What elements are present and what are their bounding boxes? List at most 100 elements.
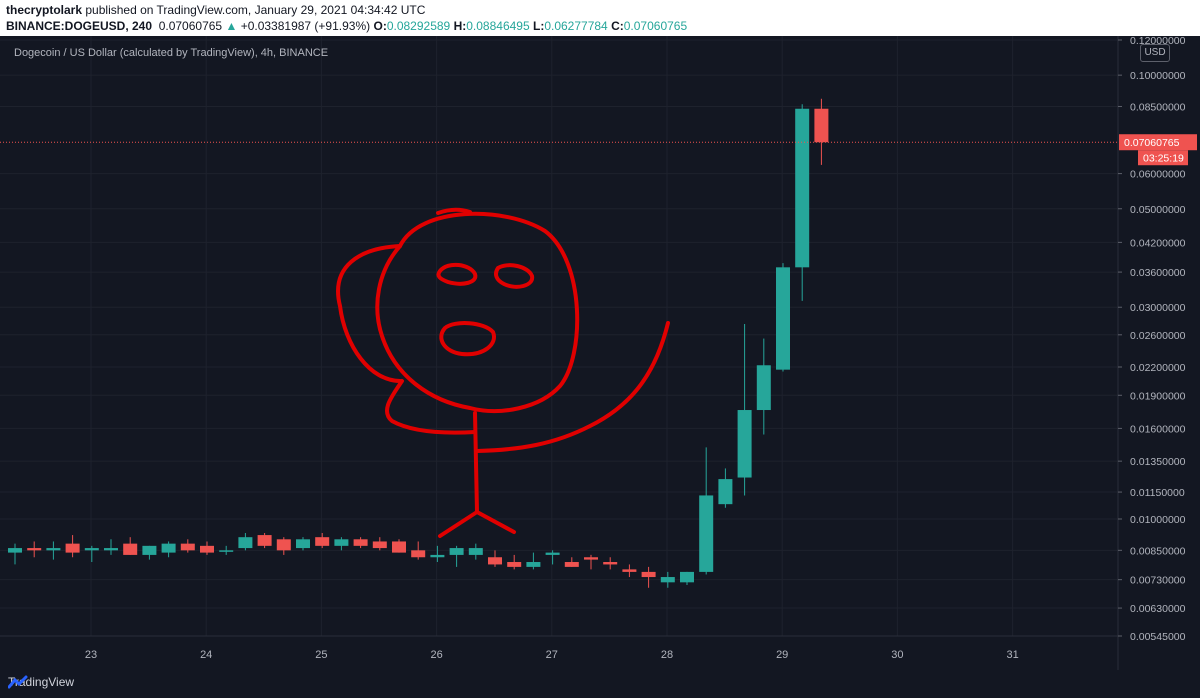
time-tick-label: 31	[1006, 649, 1018, 661]
candle	[699, 447, 714, 575]
candle-body	[603, 562, 618, 565]
candle-body	[641, 571, 656, 578]
price-tick-label: 0.08500000	[1130, 101, 1186, 113]
price-tick-label: 0.03600000	[1130, 267, 1186, 279]
time-tick-label: 25	[315, 649, 327, 661]
symbol-label: BINANCE:DOGEUSD, 240	[6, 19, 153, 33]
figure-right-arm	[475, 321, 670, 453]
tradingview-brand[interactable]: TradingView	[8, 675, 74, 689]
candle	[411, 541, 426, 560]
grid-lines	[0, 36, 1119, 670]
price-tick-label: 0.12000000	[1130, 36, 1186, 47]
candle	[104, 539, 118, 555]
publication-line: thecryptolark published on TradingView.c…	[6, 3, 425, 17]
candle	[680, 571, 694, 586]
candle	[737, 323, 752, 496]
candle	[200, 541, 214, 555]
candle	[756, 338, 771, 435]
candle	[65, 535, 80, 558]
candle	[488, 550, 502, 567]
candle	[142, 545, 157, 560]
candle	[814, 98, 829, 165]
candle-body	[180, 543, 195, 551]
candle-body	[238, 537, 253, 549]
price-tick-label: 0.00730000	[1130, 575, 1186, 587]
time-tick-label: 29	[776, 649, 788, 661]
last-price-text: 0.07060765	[1124, 137, 1180, 149]
price-change: +0.03381987 (+91.93%)	[240, 19, 371, 33]
candle-body	[276, 539, 291, 551]
candle-body	[200, 545, 214, 553]
candle-body	[718, 479, 733, 505]
candle-body	[353, 539, 368, 546]
candle	[584, 554, 598, 570]
candle-body	[8, 548, 22, 553]
candle	[8, 543, 22, 565]
candle-body	[776, 267, 790, 370]
time-tick-label: 30	[891, 649, 903, 661]
open-value: 0.08292589	[386, 19, 451, 33]
candle	[776, 263, 790, 372]
time-axis[interactable]: 23 24 25 26 27 28 29 30 31	[85, 649, 1019, 661]
candle	[315, 532, 330, 549]
candle-body	[257, 535, 272, 546]
chart-title: Dogecoin / US Dollar (calculated by Trad…	[14, 47, 329, 59]
candle-body	[488, 557, 502, 565]
figure-left-eye	[436, 262, 478, 286]
candle	[430, 545, 445, 563]
candle	[84, 545, 99, 563]
chart-area[interactable]: 0.12000000 0.10000000 0.08500000 0.06000000…	[0, 36, 1200, 670]
footer: TradingView	[0, 670, 1200, 698]
candle-body	[737, 410, 752, 478]
candle-body	[660, 577, 675, 583]
price-tick-label: 0.10000000	[1130, 70, 1186, 82]
candlestick-chart[interactable]: 0.12000000 0.10000000 0.08500000 0.06000000…	[0, 36, 1200, 670]
candle-body	[334, 539, 349, 546]
last-price: 0.07060765	[158, 19, 223, 33]
price-tick-label: 0.01900000	[1130, 390, 1186, 402]
candle-body	[449, 548, 464, 555]
price-tick-label: 0.01600000	[1130, 423, 1186, 435]
high-value: 0.08846495	[466, 19, 530, 33]
candle	[276, 537, 291, 555]
high-label: H:	[453, 19, 467, 33]
candle	[641, 566, 656, 588]
candle	[219, 545, 234, 555]
candle-body	[372, 541, 387, 549]
candle-body	[161, 543, 176, 553]
price-tick-label: 0.01350000	[1130, 456, 1186, 468]
candle-body	[315, 537, 330, 546]
candle	[718, 468, 733, 508]
figure-head	[375, 211, 580, 414]
figure-mouth	[439, 321, 496, 357]
price-tick-label: 0.05000000	[1130, 204, 1186, 216]
price-tick-label: 0.00630000	[1130, 603, 1186, 615]
author-name[interactable]: thecryptolark	[6, 3, 83, 17]
close-value: 0.07060765	[623, 19, 688, 33]
candle	[46, 541, 61, 560]
candle-body	[123, 543, 138, 555]
candle	[180, 539, 195, 553]
candle	[296, 537, 310, 551]
price-tick-label: 0.06000000	[1130, 169, 1186, 181]
close-label: C:	[611, 19, 624, 33]
currency-label[interactable]: USD	[1140, 44, 1170, 62]
low-label: L:	[533, 19, 545, 33]
figure-legs	[438, 510, 516, 538]
ohlc-line: BINANCE:DOGEUSD, 240 0.07060765 ▲ +0.033…	[6, 19, 687, 33]
price-axis[interactable]: 0.12000000 0.10000000 0.08500000 0.06000000…	[1118, 36, 1186, 643]
candle-body	[296, 539, 310, 549]
candle	[795, 104, 810, 301]
candle	[334, 537, 349, 551]
price-tick-label: 0.01000000	[1130, 514, 1186, 526]
candle	[238, 532, 253, 551]
hand-drawn-stick-figure	[336, 207, 670, 538]
candle	[545, 550, 560, 565]
price-tick-label: 0.00850000	[1130, 545, 1186, 557]
time-tick-label: 27	[546, 649, 558, 661]
price-tick-label: 0.04200000	[1130, 237, 1186, 249]
time-tick-label: 23	[85, 649, 97, 661]
tradingview-logo-icon	[8, 675, 28, 689]
open-label: O:	[373, 19, 387, 33]
published-text: published on TradingView.com, January 29…	[85, 3, 426, 17]
